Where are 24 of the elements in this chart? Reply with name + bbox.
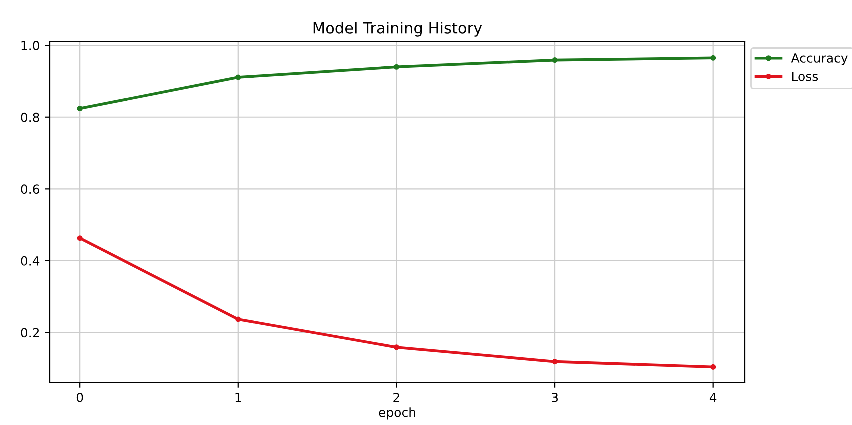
x-tick-label: 0: [76, 392, 84, 402]
x-tick-label: 2: [394, 392, 400, 402]
point: [710, 55, 716, 61]
point: [77, 106, 83, 112]
legend-label: Loss: [792, 72, 818, 82]
point: [394, 344, 400, 350]
x-tick-label: 3: [552, 392, 558, 402]
y-tick-label: 0.6: [21, 184, 40, 194]
y-tick-label: 1.0: [22, 41, 40, 51]
y-tick-label: 0.4: [21, 256, 40, 266]
x-axis-title: epoch: [379, 408, 416, 420]
x-tick-label: 1: [236, 393, 242, 402]
legend-label: Accuracy: [791, 54, 848, 66]
y-tick-label: 0.8: [21, 112, 40, 122]
chart-title: Model Training History: [314, 22, 482, 37]
point: [552, 359, 558, 365]
point: [552, 58, 558, 64]
x-tick-label: 4: [710, 393, 717, 402]
point: [394, 64, 400, 70]
point: [236, 74, 242, 80]
point: [77, 236, 83, 242]
point: [236, 316, 242, 322]
point: [710, 364, 716, 370]
y-tick-label: 0.2: [21, 328, 40, 338]
